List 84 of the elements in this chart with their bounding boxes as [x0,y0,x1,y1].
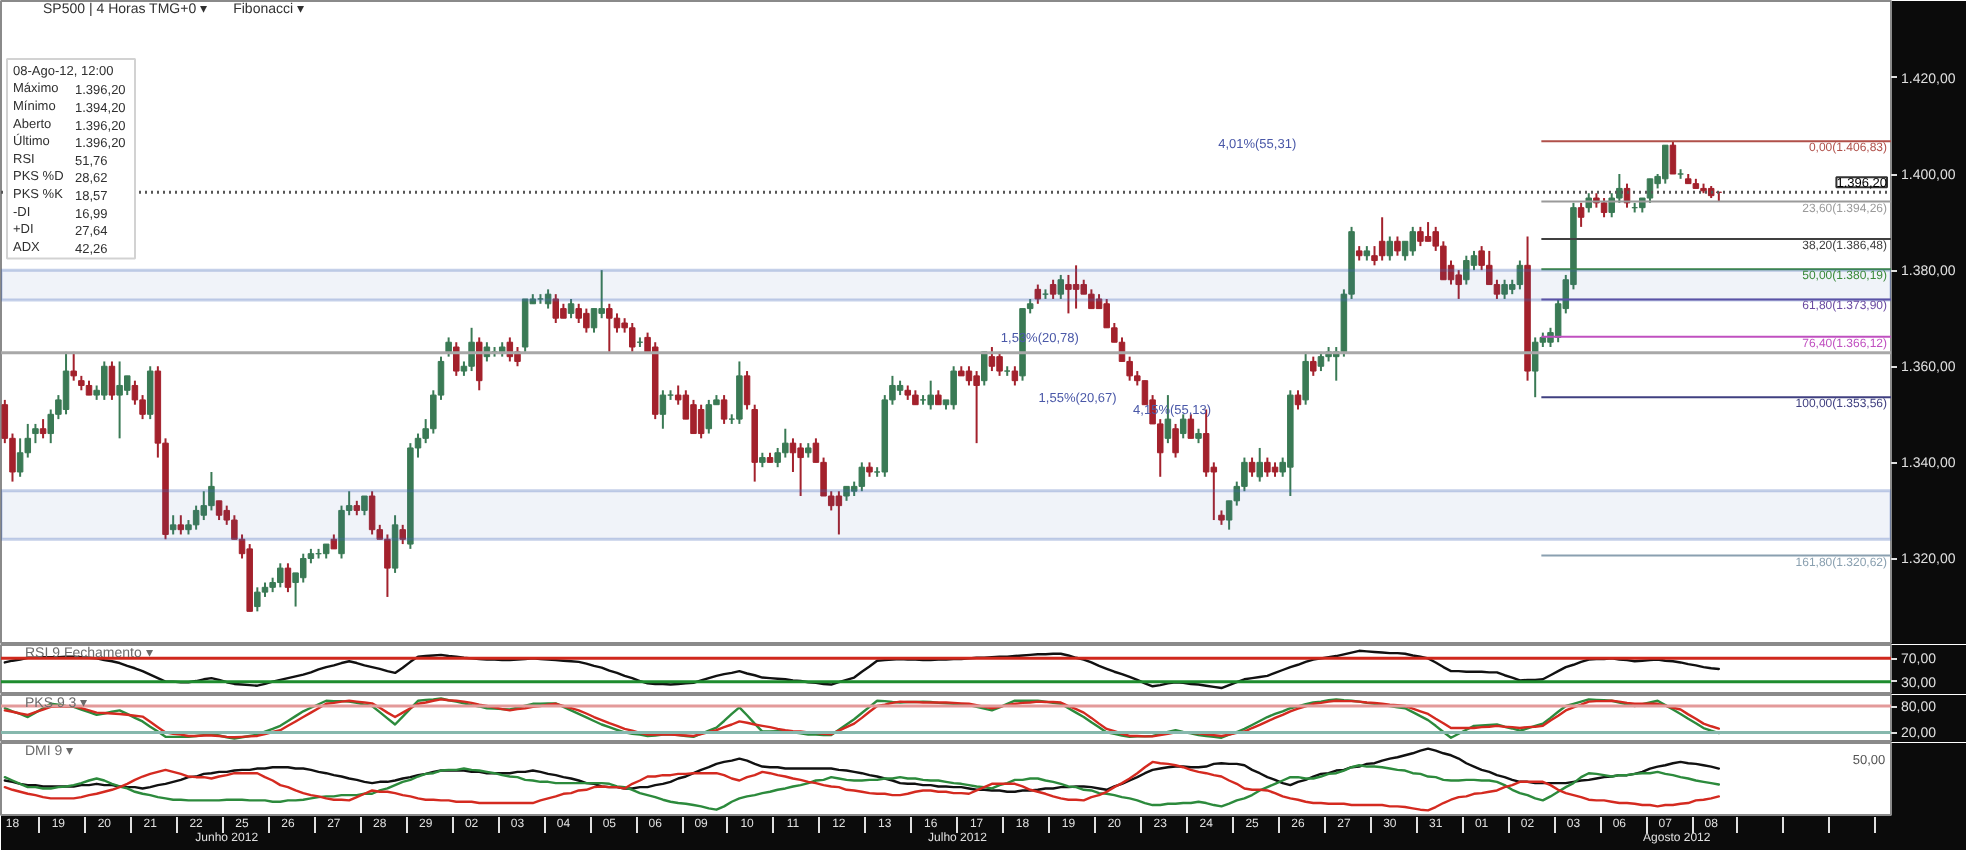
candlestick [361,495,368,517]
candlestick [950,365,957,411]
candlestick [445,336,452,358]
candlestick [1516,259,1524,291]
candlestick [1248,456,1256,478]
candlestick [606,302,613,353]
candlestick [789,437,797,473]
candlestick [1264,456,1271,478]
candlestick [927,379,934,411]
candlestick [116,360,123,440]
candlestick [215,499,223,522]
candlestick [1072,264,1080,310]
candlestick [1302,350,1309,406]
candlestick [1646,177,1654,204]
candlestick [1065,273,1072,315]
candlestick [1378,216,1386,262]
candlestick [690,398,697,435]
candlestick [1310,355,1317,377]
candlestick [1455,269,1462,300]
candlestick [1577,201,1585,228]
candlestick [583,307,590,334]
candlestick [1669,140,1677,176]
candlestick [108,360,116,401]
candlestick [177,514,185,536]
candlestick [1034,283,1042,305]
candlestick [1187,413,1195,440]
candlestick [169,514,177,536]
candlestick [1317,350,1325,373]
candlestick [1531,336,1539,399]
candlestick [391,514,399,574]
candlestick [1179,413,1187,440]
candlestick [1463,254,1470,286]
line-series [3,649,1721,690]
candlestick [62,350,70,416]
candlestick [1011,365,1019,387]
candlestick [659,389,667,430]
candlestick [277,562,284,589]
candlestick [965,365,973,387]
candlestick [1057,273,1065,300]
candlestick [468,326,475,373]
candlestick [254,586,261,613]
candlestick [996,350,1003,377]
candlestick [299,552,307,584]
candlestick [720,394,728,425]
candlestick [1417,225,1424,248]
candlestick [1088,288,1095,310]
candlestick [475,336,483,392]
candlestick [1394,235,1401,257]
candlestick [1049,278,1057,300]
candlestick [1409,225,1417,257]
candlestick [1172,422,1179,459]
candlestick [697,403,705,440]
candlestick [70,350,77,382]
candlestick [399,523,406,546]
candlestick [208,470,215,512]
candlestick [858,461,866,493]
candlestick [782,427,789,459]
candlestick [101,360,108,401]
candlestick [629,322,636,353]
candlestick [705,398,713,435]
candlestick [146,365,154,421]
candlestick [988,346,996,373]
candlestick [1424,221,1432,243]
candlestick [981,350,988,387]
candlestick [544,288,552,310]
candlestick [552,293,560,324]
candlestick [590,307,598,334]
candlestick [567,297,575,320]
candlestick [368,490,376,536]
candlestick [598,269,605,320]
candlestick [797,442,804,498]
candlestick [1470,249,1478,272]
candlestick [835,490,843,536]
candlestick [1386,235,1394,262]
candlestick [284,562,292,594]
candlestick [453,341,460,377]
candlestick [1662,144,1669,185]
candlestick [39,418,47,440]
candlestick [1294,389,1302,411]
candlestick [736,360,743,425]
candlestick [384,533,391,598]
candlestick [1501,278,1508,300]
candlestick [973,370,980,445]
candlestick [1256,446,1263,483]
